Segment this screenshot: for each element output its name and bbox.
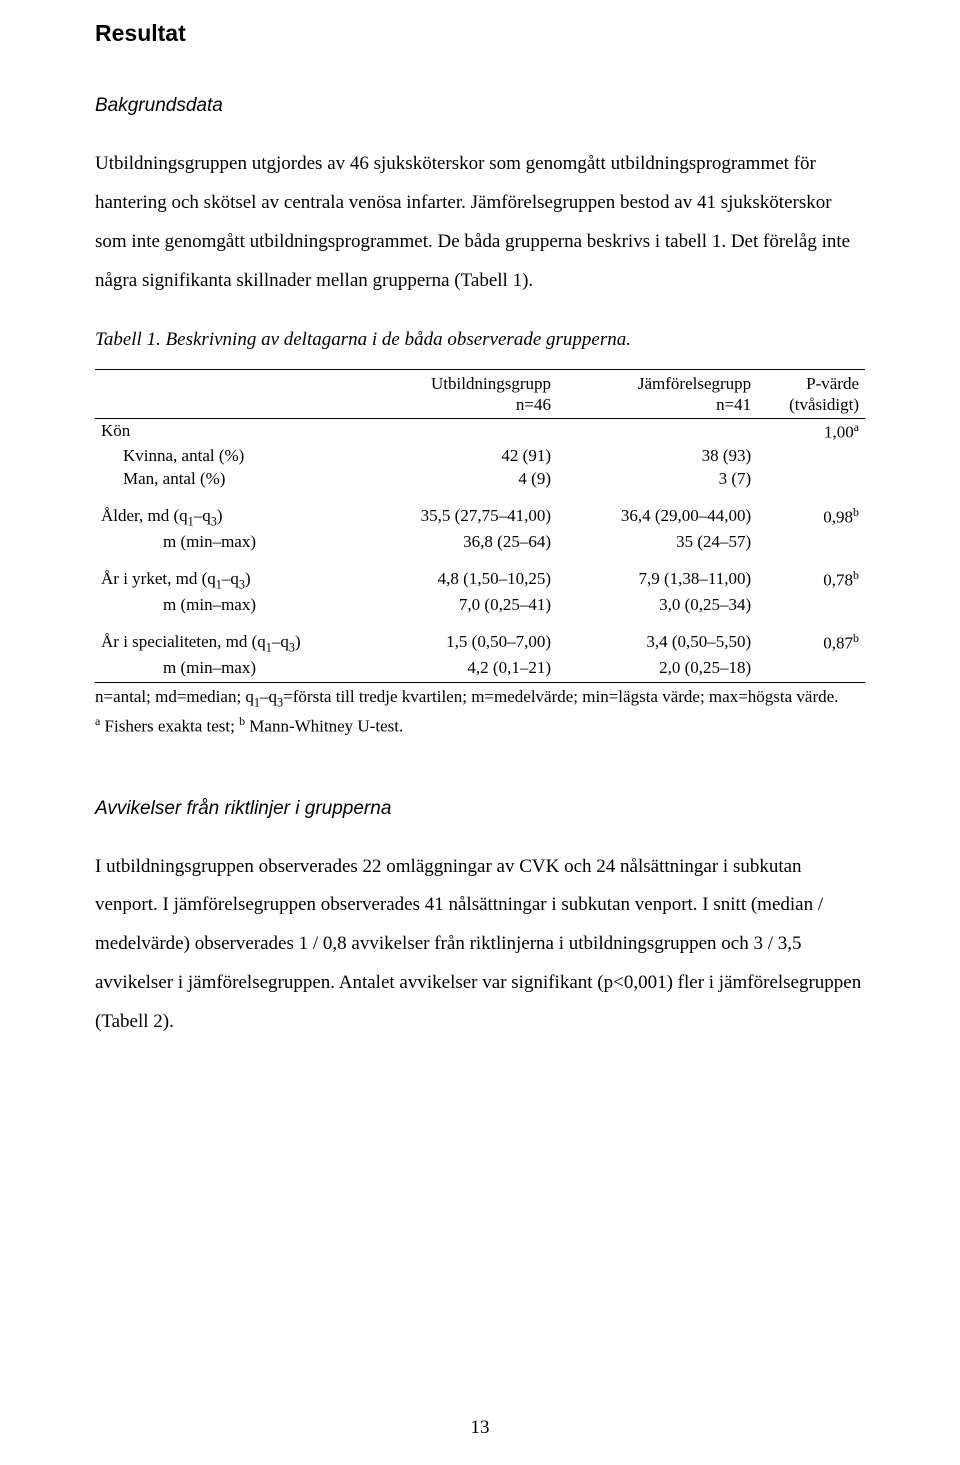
cell: 36,8 (25–64) [357,530,557,553]
cell: 42 (91) [357,444,557,467]
cell-label-spec: År i specialiteten, md (q1–q3) [95,617,357,657]
cell-p-kon: 1,00a [757,419,865,444]
cell: 0,98b [757,491,865,531]
section-heading-resultat: Resultat [95,20,865,47]
table-header-pvarde: P-värde (tvåsidigt) [757,369,865,419]
table-row: År i specialiteten, md (q1–q3) 1,5 (0,50… [95,617,865,657]
paragraph-2: I utbildningsgruppen observerades 22 oml… [95,848,865,1043]
cell-label-man: Man, antal (%) [95,467,357,490]
table-header-empty [95,369,357,419]
cell: 3,4 (0,50–5,50) [557,617,757,657]
cell: 3 (7) [557,467,757,490]
cell: 0,87b [757,617,865,657]
table-row: m (min–max) 4,2 (0,1–21) 2,0 (0,25–18) [95,656,865,683]
cell-label-yrket-m: m (min–max) [95,593,357,616]
cell: 4,8 (1,50–10,25) [357,554,557,594]
cell-label-alder-m: m (min–max) [95,530,357,553]
cell-label-kvinna: Kvinna, antal (%) [95,444,357,467]
cell-label-yrket: År i yrket, md (q1–q3) [95,554,357,594]
paragraph-1: Utbildningsgruppen utgjordes av 46 sjuks… [95,145,865,301]
table-row: Man, antal (%) 4 (9) 3 (7) [95,467,865,490]
cell: 7,0 (0,25–41) [357,593,557,616]
table-caption: Tabell 1. Beskrivning av deltagarna i de… [95,329,865,351]
table-row: m (min–max) 36,8 (25–64) 35 (24–57) [95,530,865,553]
cell: 1,5 (0,50–7,00) [357,617,557,657]
table-row: m (min–max) 7,0 (0,25–41) 3,0 (0,25–34) [95,593,865,616]
table-footnote-line1: n=antal; md=median; q1–q3=första till tr… [95,687,865,710]
table-row: Ålder, md (q1–q3) 35,5 (27,75–41,00) 36,… [95,491,865,531]
table-header-jamforelsegrupp: Jämförelsegrupp n=41 [557,369,757,419]
page-number: 13 [0,1417,960,1439]
cell: 2,0 (0,25–18) [557,656,757,683]
table-header-utbildningsgrupp: Utbildningsgrupp n=46 [357,369,557,419]
table-row: Kvinna, antal (%) 42 (91) 38 (93) [95,444,865,467]
cell-label-kon: Kön [95,419,357,444]
table-footnote-line2: a Fishers exakta test; b Mann-Whitney U-… [95,714,865,737]
cell: 36,4 (29,00–44,00) [557,491,757,531]
cell: 35,5 (27,75–41,00) [357,491,557,531]
cell-label-alder: Ålder, md (q1–q3) [95,491,357,531]
cell: 4,2 (0,1–21) [357,656,557,683]
cell: 35 (24–57) [557,530,757,553]
table-row: År i yrket, md (q1–q3) 4,8 (1,50–10,25) … [95,554,865,594]
cell: 7,9 (1,38–11,00) [557,554,757,594]
table-row: Kön 1,00a [95,419,865,444]
table-1: Utbildningsgrupp n=46 Jämförelsegrupp n=… [95,369,865,684]
cell: 4 (9) [357,467,557,490]
cell-label-spec-m: m (min–max) [95,656,357,683]
cell: 3,0 (0,25–34) [557,593,757,616]
subsection-heading-avvikelser: Avvikelser från riktlinjer i grupperna [95,798,865,820]
cell: 38 (93) [557,444,757,467]
cell: 0,78b [757,554,865,594]
page: Resultat Bakgrundsdata Utbildningsgruppe… [0,0,960,1465]
subsection-heading-bakgrundsdata: Bakgrundsdata [95,95,865,117]
